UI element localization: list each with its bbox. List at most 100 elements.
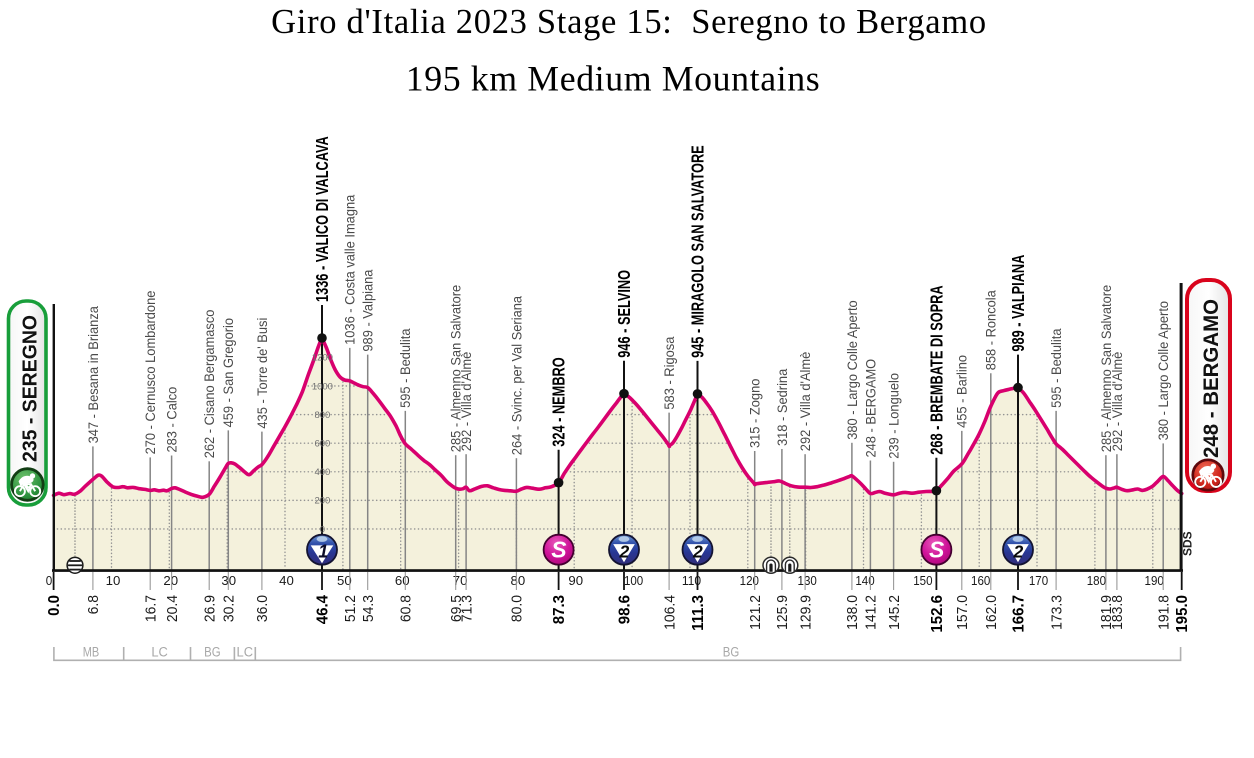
svg-text:318 - Sedrina: 318 - Sedrina — [774, 368, 790, 446]
svg-text:262 - Cisano Bergamasco: 262 - Cisano Bergamasco — [202, 310, 218, 459]
svg-text:LC: LC — [151, 645, 168, 660]
svg-text:Giro d'Italia 2023 Stage 15:: Giro d'Italia 2023 Stage 15: Seregno to … — [271, 3, 987, 41]
svg-text:989 - Valpiana: 989 - Valpiana — [360, 269, 376, 352]
svg-text:324 - NEMBRO: 324 - NEMBRO — [550, 357, 569, 446]
svg-text:80.0: 80.0 — [509, 595, 526, 622]
svg-text:1000: 1000 — [312, 381, 333, 392]
svg-text:400: 400 — [314, 467, 330, 478]
svg-text:945 - MIRAGOLO SAN SALVATORE: 945 - MIRAGOLO SAN SALVATORE — [689, 145, 708, 358]
svg-text:583 - Rigosa: 583 - Rigosa — [662, 336, 678, 409]
svg-text:110: 110 — [682, 573, 701, 588]
svg-text:54.3: 54.3 — [361, 595, 378, 622]
svg-text:S: S — [551, 537, 567, 563]
svg-text:248 - BERGAMO: 248 - BERGAMO — [863, 359, 879, 458]
svg-text:190: 190 — [1145, 573, 1164, 588]
svg-text:20: 20 — [163, 573, 178, 588]
svg-text:946 - SELVINO: 946 - SELVINO — [615, 270, 634, 358]
svg-text:SDS: SDS — [1181, 531, 1195, 556]
svg-text:347 - Besana in Brianza: 347 - Besana in Brianza — [85, 306, 101, 444]
svg-text:106.4: 106.4 — [662, 595, 679, 630]
svg-text:285 - Almenno San Salvatore: 285 - Almenno San Salvatore — [1098, 285, 1114, 452]
svg-text:595 - Bedulita: 595 - Bedulita — [1049, 328, 1065, 408]
svg-text:0: 0 — [320, 524, 325, 535]
svg-text:152.6: 152.6 — [929, 595, 946, 633]
svg-text:69.5: 69.5 — [449, 595, 466, 622]
svg-text:10: 10 — [106, 573, 121, 588]
svg-text:380 - Largo Colle Aperto: 380 - Largo Colle Aperto — [844, 300, 860, 439]
svg-text:MB: MB — [83, 645, 100, 660]
svg-text:LC: LC — [237, 645, 254, 660]
svg-text:2: 2 — [619, 542, 630, 562]
svg-text:70: 70 — [453, 573, 468, 588]
svg-text:129.9: 129.9 — [798, 595, 815, 630]
svg-text:100: 100 — [624, 573, 643, 588]
svg-text:S: S — [929, 537, 945, 563]
svg-text:138.0: 138.0 — [845, 595, 862, 630]
svg-text:BG: BG — [204, 645, 221, 660]
svg-text:50: 50 — [337, 573, 352, 588]
svg-text:0: 0 — [46, 573, 53, 588]
svg-text:380 - Largo Colle Aperto: 380 - Largo Colle Aperto — [1156, 301, 1172, 440]
svg-text:162.0: 162.0 — [984, 595, 1001, 630]
svg-text:292 - Villa d'Almè: 292 - Villa d'Almè — [1109, 352, 1125, 451]
svg-text:292 - Villa d'Almè: 292 - Villa d'Almè — [459, 352, 475, 451]
svg-text:315 - Zogno: 315 - Zogno — [747, 379, 763, 448]
svg-text:98.6: 98.6 — [616, 595, 633, 624]
svg-text:160: 160 — [971, 573, 990, 588]
svg-text:248 - BERGAMO: 248 - BERGAMO — [1199, 299, 1223, 458]
svg-text:BG: BG — [723, 645, 740, 660]
svg-text:195 km Medium Mountains: 195 km Medium Mountains — [406, 59, 821, 99]
svg-text:180: 180 — [1087, 573, 1106, 588]
svg-text:200: 200 — [314, 496, 330, 507]
svg-text:1200: 1200 — [312, 353, 333, 364]
svg-text:235 - SEREGNO: 235 - SEREGNO — [19, 315, 42, 462]
svg-text:283 - Calco: 283 - Calco — [164, 387, 180, 453]
svg-text:800: 800 — [314, 410, 330, 421]
svg-text:166.7: 166.7 — [1010, 595, 1027, 633]
svg-text:1: 1 — [318, 542, 328, 562]
svg-text:51.2: 51.2 — [343, 595, 360, 622]
svg-text:455 - Barlino: 455 - Barlino — [954, 355, 970, 428]
svg-text:2: 2 — [692, 542, 703, 562]
svg-text:141.2: 141.2 — [863, 595, 880, 630]
svg-text:30.2: 30.2 — [221, 595, 238, 622]
svg-text:36.0: 36.0 — [255, 595, 272, 622]
svg-text:150: 150 — [913, 573, 932, 588]
svg-text:292 - Villa d'Almè: 292 - Villa d'Almè — [798, 352, 814, 451]
svg-text:191.8: 191.8 — [1156, 595, 1173, 630]
svg-text:80: 80 — [511, 573, 526, 588]
svg-text:285 - Almenno San Salvatore: 285 - Almenno San Salvatore — [448, 285, 464, 452]
svg-text:595 - Bedulita: 595 - Bedulita — [398, 328, 414, 408]
svg-text:183.8: 183.8 — [1110, 595, 1127, 630]
svg-text:1336 - VALICO DI VALCAVA: 1336 - VALICO DI VALCAVA — [313, 136, 332, 302]
svg-text:173.3: 173.3 — [1049, 595, 1066, 630]
svg-text:90: 90 — [568, 573, 583, 588]
svg-text:71.3: 71.3 — [459, 595, 476, 622]
svg-text:0.0: 0.0 — [46, 595, 63, 616]
svg-text:140: 140 — [855, 573, 874, 588]
svg-text:181.9: 181.9 — [1099, 595, 1116, 630]
svg-text:270 - Cernusco Lombardone: 270 - Cernusco Lombardone — [143, 291, 159, 455]
svg-text:1036 - Costa valle Imagna: 1036 - Costa valle Imagna — [342, 194, 358, 345]
svg-text:60: 60 — [395, 573, 410, 588]
svg-text:121.2: 121.2 — [748, 595, 765, 630]
svg-text:989 - VALPIANA: 989 - VALPIANA — [1009, 255, 1028, 352]
svg-text:130: 130 — [798, 573, 817, 588]
svg-text:2: 2 — [1013, 542, 1024, 562]
svg-text:40: 40 — [279, 573, 294, 588]
svg-text:435 - Torre de' Busi: 435 - Torre de' Busi — [254, 318, 270, 429]
svg-text:157.0: 157.0 — [955, 595, 972, 630]
svg-text:16.7: 16.7 — [143, 595, 160, 622]
svg-text:6.8: 6.8 — [86, 595, 103, 614]
svg-text:459 - San Gregorio: 459 - San Gregorio — [221, 318, 237, 427]
svg-text:268 - BREMBATE DI SOPRA: 268 - BREMBATE DI SOPRA — [928, 285, 947, 454]
svg-text:20.4: 20.4 — [164, 595, 181, 622]
svg-text:87.3: 87.3 — [551, 595, 568, 624]
svg-text:600: 600 — [314, 439, 330, 450]
svg-text:125.9: 125.9 — [775, 595, 792, 630]
svg-text:26.9: 26.9 — [202, 595, 219, 622]
svg-text:858 - Roncola: 858 - Roncola — [983, 290, 999, 371]
svg-text:195.0: 195.0 — [1174, 595, 1191, 633]
svg-text:170: 170 — [1029, 573, 1048, 588]
svg-text:120: 120 — [740, 573, 759, 588]
